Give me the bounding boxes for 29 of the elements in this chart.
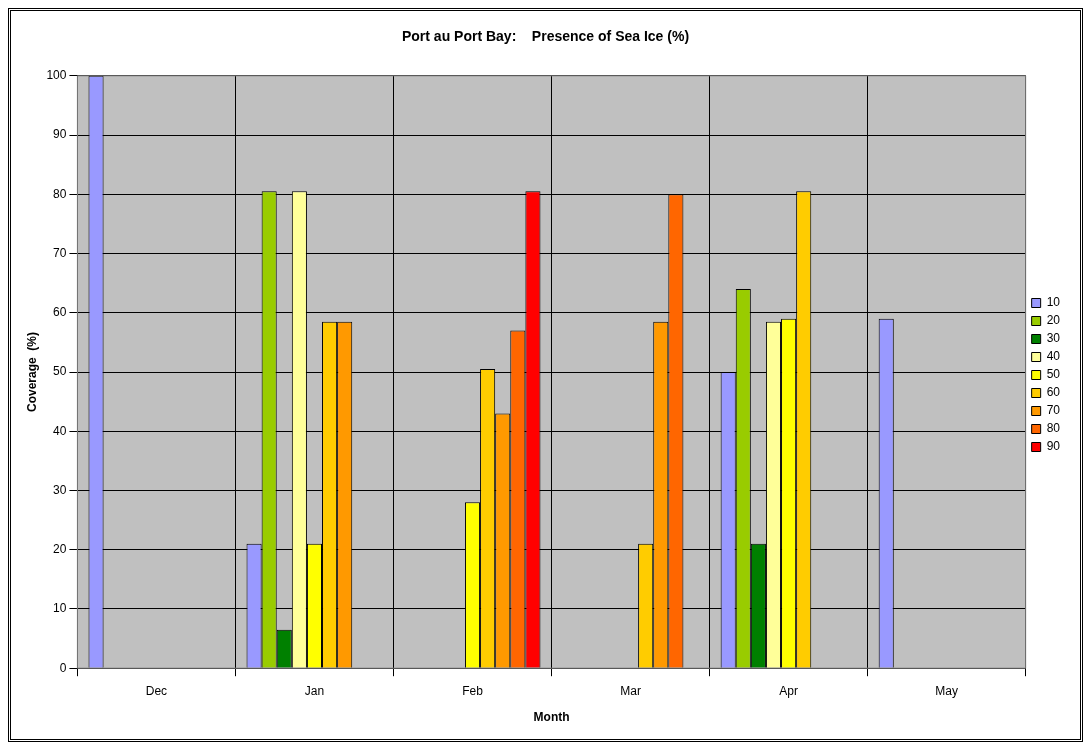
y-tick-label: 40 — [53, 423, 67, 438]
y-tick-label: 70 — [53, 245, 67, 260]
y-tick-label: 100 — [46, 68, 67, 83]
chart-title: Port au Port Bay: Presence of Sea Ice (%) — [401, 28, 690, 45]
x-tick-label: Feb — [462, 683, 484, 698]
y-tick-label: 60 — [53, 305, 67, 320]
y-tick-label: 10 — [53, 601, 67, 616]
x-tick-label: Mar — [620, 683, 641, 698]
y-tick-label: 0 — [59, 660, 67, 675]
legend-label: 20 — [1046, 313, 1061, 328]
x-axis-title: Month — [533, 710, 570, 725]
x-tick-label: May — [935, 683, 958, 698]
y-axis-title: Coverage (%) — [24, 331, 39, 413]
x-tick-label: Apr — [779, 683, 798, 698]
legend-label: 80 — [1046, 421, 1061, 436]
legend-label: 30 — [1046, 331, 1061, 346]
legend-label: 90 — [1046, 439, 1061, 454]
x-tick-label: Dec — [145, 683, 168, 698]
legend-label: 70 — [1046, 403, 1061, 418]
legend-label: 50 — [1046, 367, 1061, 382]
y-tick-label: 20 — [53, 542, 67, 557]
y-tick-label: 50 — [53, 364, 67, 379]
legend-label: 60 — [1046, 385, 1061, 400]
y-tick-label: 90 — [53, 127, 67, 142]
legend-label: 40 — [1046, 349, 1061, 364]
x-tick-label: Jan — [304, 683, 325, 698]
y-tick-label: 30 — [53, 482, 67, 497]
legend-label: 10 — [1046, 295, 1061, 310]
y-tick-label: 80 — [53, 186, 67, 201]
